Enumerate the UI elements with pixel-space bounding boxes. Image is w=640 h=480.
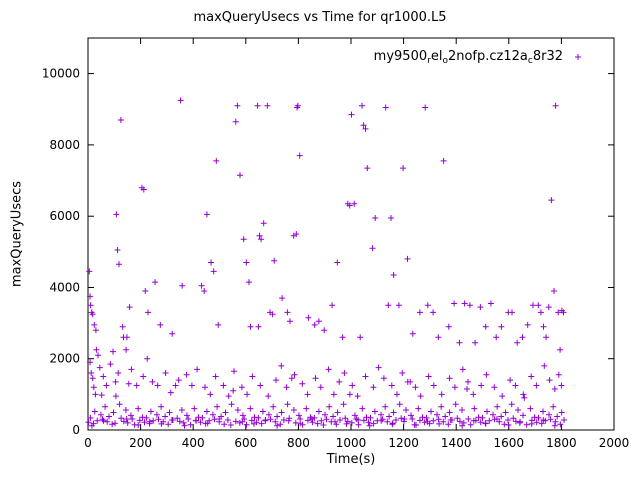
svg-text:1800: 1800 [546, 436, 577, 450]
svg-text:200: 200 [129, 436, 152, 450]
legend-label-segment: c [527, 56, 533, 66]
legend-plus-marker-icon [575, 54, 581, 60]
svg-text:10000: 10000 [42, 67, 80, 81]
legend-label-segment: el [430, 49, 443, 64]
x-axis-label: Time(s) [326, 452, 376, 467]
legend: my9500relo2nofp.cz12ac8r32 [374, 49, 563, 66]
svg-text:0: 0 [84, 436, 92, 450]
svg-text:1000: 1000 [336, 436, 367, 450]
chart-title: maxQueryUsecs vs Time for qr1000.L5 [193, 10, 447, 25]
legend-label-segment: my9500 [373, 49, 428, 64]
y-axis-label: maxQueryUsecs [9, 180, 25, 288]
svg-text:1400: 1400 [441, 436, 472, 450]
svg-text:800: 800 [287, 436, 310, 450]
legend-label-segment: r [427, 56, 431, 66]
legend-label: my9500relo2nofp.cz12ac8r32 [373, 49, 563, 66]
legend-label-segment: 8r32 [532, 49, 563, 64]
svg-text:600: 600 [234, 436, 257, 450]
svg-text:6000: 6000 [49, 209, 80, 223]
svg-text:8000: 8000 [49, 138, 80, 152]
legend-label-segment: o [442, 56, 448, 66]
svg-text:2000: 2000 [49, 352, 80, 366]
svg-text:4000: 4000 [49, 281, 80, 295]
svg-text:400: 400 [182, 436, 205, 450]
svg-text:2000: 2000 [599, 436, 630, 450]
svg-text:1200: 1200 [388, 436, 419, 450]
svg-text:1600: 1600 [494, 436, 525, 450]
legend-label-segment: 2nofp.cz12a [447, 49, 528, 64]
svg-text:0: 0 [72, 423, 80, 437]
